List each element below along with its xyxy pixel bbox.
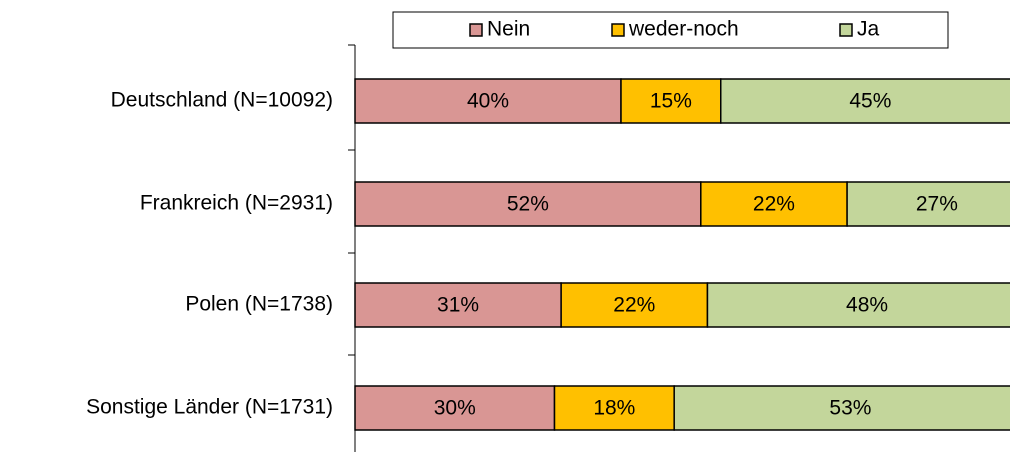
category-label: Deutschland (N=10092) — [111, 89, 333, 112]
bar-segment — [673, 385, 1010, 431]
value-label: 30% — [434, 397, 476, 420]
value-label: 31% — [437, 294, 479, 317]
value-label: 53% — [829, 397, 871, 420]
category-ticks — [348, 44, 355, 356]
value-label: 48% — [846, 294, 888, 317]
bar-segment — [354, 181, 702, 227]
value-label: 45% — [849, 90, 891, 113]
bar-segment — [553, 385, 675, 431]
category-label: Sonstige Länder (N=1731) — [86, 396, 333, 419]
value-label: 18% — [593, 397, 635, 420]
value-label: 52% — [507, 193, 549, 216]
legend-swatch — [469, 23, 483, 37]
legend-swatch — [839, 23, 853, 37]
bar-segment — [846, 181, 1010, 227]
value-label: 40% — [467, 90, 509, 113]
bar-segment — [560, 282, 709, 328]
legend-label: Nein — [487, 18, 530, 41]
legend-box — [392, 11, 949, 49]
category-label: Frankreich (N=2931) — [140, 192, 333, 215]
bar-segment — [620, 78, 722, 124]
value-label: 15% — [650, 90, 692, 113]
value-label: 22% — [613, 294, 655, 317]
legend-label: Ja — [857, 18, 880, 41]
value-label: 27% — [916, 193, 958, 216]
value-label: 22% — [753, 193, 795, 216]
bar-segment — [354, 78, 622, 124]
bar-segment — [700, 181, 848, 227]
legend-swatch — [611, 23, 625, 37]
bar-segment — [720, 78, 1010, 124]
bar-segment — [706, 282, 1010, 328]
bar-segment — [354, 282, 562, 328]
legend-label: weder-noch — [628, 18, 739, 41]
bar-segment — [354, 385, 556, 431]
category-label: Polen (N=1738) — [185, 293, 333, 316]
